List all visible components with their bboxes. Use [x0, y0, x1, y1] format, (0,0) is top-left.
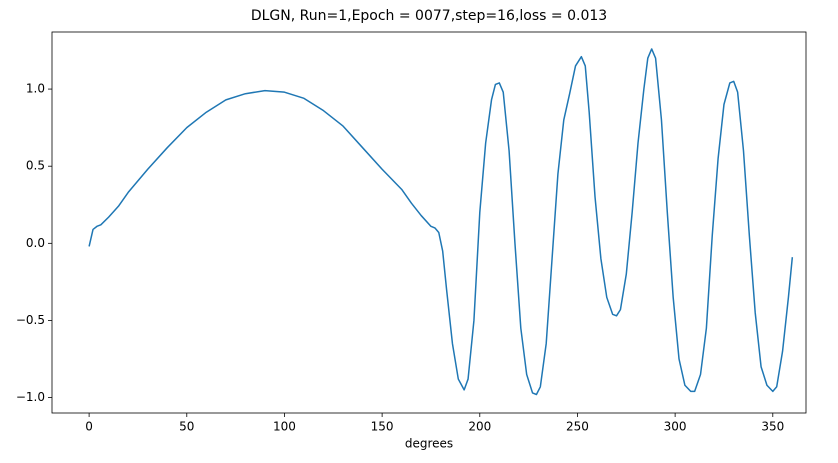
y-tick-label: −1.0 — [16, 390, 45, 404]
x-tick-label: 200 — [468, 420, 491, 434]
x-tick-label: 300 — [664, 420, 687, 434]
y-tick-label: 0.0 — [26, 236, 45, 250]
plot-frame — [51, 31, 807, 414]
y-tick-label: 1.0 — [26, 82, 45, 96]
line-series — [88, 48, 794, 396]
x-tick-label: 0 — [85, 420, 93, 434]
x-tick-label: 50 — [179, 420, 194, 434]
y-tick-label: 0.5 — [26, 159, 45, 173]
chart-title: DLGN, Run=1,Epoch = 0077,step=16,loss = … — [251, 8, 607, 24]
x-axis-label: degrees — [405, 437, 453, 451]
x-tick-label: 350 — [761, 420, 784, 434]
x-tick-label: 100 — [273, 420, 296, 434]
x-tick-label: 250 — [566, 420, 589, 434]
y-tick-label: −0.5 — [16, 313, 45, 327]
x-tick-label: 150 — [371, 420, 394, 434]
